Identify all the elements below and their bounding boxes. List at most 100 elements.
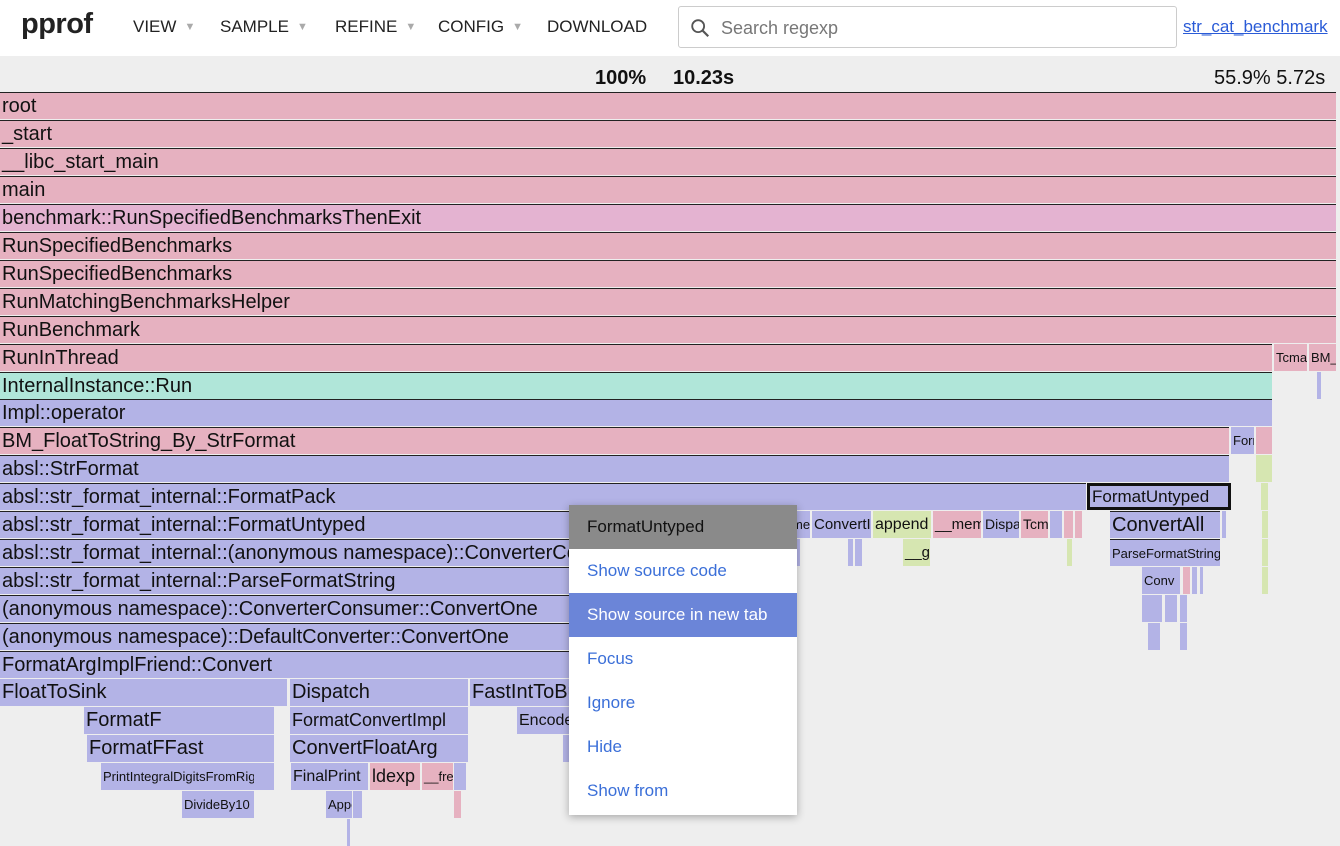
- menu-label: VIEW: [133, 17, 177, 36]
- flame-frame[interactable]: [254, 762, 274, 790]
- menu-label: SAMPLE: [220, 17, 289, 36]
- flame-frame[interactable]: [1256, 455, 1272, 483]
- context-menu-item[interactable]: Focus: [587, 649, 634, 668]
- flame-frame[interactable]: [1262, 567, 1268, 595]
- menu-sample[interactable]: SAMPLE ▼: [220, 17, 308, 37]
- flame-frame[interactable]: [1317, 371, 1321, 399]
- flame-frame[interactable]: absl::str_format_internal::FormatPack: [0, 483, 1086, 511]
- flame-frame[interactable]: [563, 734, 570, 762]
- flame-frame[interactable]: [1050, 511, 1062, 539]
- flame-frame[interactable]: FinalPrint: [291, 762, 368, 790]
- flame-frame[interactable]: RunSpecifiedBenchmarks: [0, 231, 1336, 259]
- frame-label: BM_: [1311, 349, 1336, 365]
- flame-frame[interactable]: Impl::operator: [0, 399, 1272, 427]
- flame-frame[interactable]: root: [0, 92, 1336, 119]
- flame-frame[interactable]: Dispatch: [983, 511, 1019, 539]
- flame-frame[interactable]: absl::str_format_internal::(anonymous na…: [0, 539, 575, 567]
- frame-label: Encode: [519, 711, 574, 729]
- flame-frame[interactable]: [1064, 511, 1073, 539]
- frame-label: absl::str_format_internal::(anonymous na…: [2, 542, 575, 565]
- flame-frame[interactable]: append: [873, 511, 931, 539]
- flame-frame[interactable]: __libc_start_main: [0, 147, 1336, 175]
- flame-frame[interactable]: absl::str_format_internal::ParseFormatSt…: [0, 567, 575, 595]
- flame-frame[interactable]: RunInThread: [0, 343, 1272, 371]
- flame-graph: root _start __libc_start_main main benchmark…: [0, 92, 1340, 846]
- flame-frame[interactable]: FormatArgImplFriend::Convert: [0, 651, 575, 678]
- flame-frame[interactable]: absl::StrFormat: [0, 455, 1229, 483]
- flame-frame[interactable]: DivideBy10: [182, 790, 254, 818]
- flame-frame[interactable]: [1262, 511, 1268, 539]
- flame-frame[interactable]: [1180, 595, 1187, 623]
- flame-frame[interactable]: __g: [903, 539, 930, 567]
- flame-frame[interactable]: (anonymous namespace)::DefaultConverter:…: [0, 623, 575, 651]
- flame-frame[interactable]: ConvertFloatArg: [290, 734, 468, 762]
- search-input[interactable]: [719, 15, 1163, 41]
- flame-frame[interactable]: [1183, 567, 1190, 595]
- flame-frame[interactable]: [855, 539, 862, 567]
- flame-frame[interactable]: [1256, 427, 1272, 455]
- menu-refine[interactable]: REFINE ▼: [335, 17, 416, 37]
- flame-frame[interactable]: [1142, 595, 1162, 623]
- flame-frame[interactable]: main: [0, 175, 1336, 203]
- flame-frame[interactable]: Tcmalloc: [1274, 343, 1307, 371]
- flame-frame[interactable]: [1262, 539, 1268, 567]
- context-menu-item[interactable]: Show source code: [587, 561, 727, 580]
- flame-frame[interactable]: [1067, 539, 1072, 567]
- flame-frame[interactable]: [347, 818, 350, 846]
- context-menu-item[interactable]: Show source in new tab: [569, 593, 797, 637]
- flame-frame[interactable]: [353, 790, 362, 818]
- flame-frame[interactable]: Encode: [517, 706, 575, 734]
- flame-frame[interactable]: [454, 790, 461, 818]
- flame-frame[interactable]: ConvertInt: [812, 511, 871, 539]
- flame-frame[interactable]: [1222, 511, 1226, 539]
- flame-frame[interactable]: __memcpy: [933, 511, 981, 539]
- frame-label: RunMatchingBenchmarksHelper: [2, 290, 290, 313]
- context-menu-item[interactable]: Hide: [587, 737, 622, 756]
- flame-frame[interactable]: BM_: [1309, 343, 1336, 371]
- flame-frame[interactable]: ConvertAll: [1110, 511, 1220, 539]
- flame-frame[interactable]: Tcmalloc: [1021, 511, 1048, 539]
- flame-frame[interactable]: ParseFormatString: [1110, 539, 1220, 567]
- flame-frame[interactable]: FormatConvertImpl: [290, 706, 468, 734]
- flame-frame[interactable]: [848, 539, 853, 567]
- menu-config[interactable]: CONFIG ▼: [438, 17, 523, 37]
- flame-frame[interactable]: FormatUntyped: [1087, 483, 1231, 511]
- context-menu-item[interactable]: Ignore: [587, 693, 636, 712]
- menu-view[interactable]: VIEW ▼: [133, 17, 195, 37]
- flame-frame[interactable]: RunMatchingBenchmarksHelper: [0, 287, 1336, 315]
- flame-frame[interactable]: __free: [422, 762, 453, 790]
- flame-frame[interactable]: FormatArg: [1231, 427, 1254, 455]
- flame-frame[interactable]: FastIntToBuffer: [470, 678, 575, 706]
- flame-frame[interactable]: FormatF: [84, 706, 274, 734]
- flame-frame[interactable]: Dispatch: [290, 678, 468, 706]
- frame-label: absl::StrFormat: [2, 458, 139, 481]
- flame-frame[interactable]: benchmark::RunSpecifiedBenchmarksThenExi…: [0, 203, 1336, 231]
- flame-frame[interactable]: [1180, 623, 1187, 651]
- frame-label: Tcmalloc: [1276, 349, 1307, 365]
- flame-frame[interactable]: PrintIntegralDigitsFromRightFast: [101, 762, 254, 790]
- flame-frame[interactable]: Append: [326, 790, 352, 818]
- flame-frame[interactable]: Conv: [1142, 567, 1180, 595]
- context-menu-item[interactable]: Show from: [587, 781, 669, 800]
- profile-link[interactable]: str_cat_benchmark: [1183, 17, 1328, 36]
- flame-frame[interactable]: [1075, 511, 1082, 539]
- flame-frame[interactable]: InternalInstance::Run: [0, 371, 1272, 399]
- flame-frame[interactable]: [1165, 595, 1177, 623]
- flame-frame[interactable]: BM_FloatToString_By_StrFormat: [0, 427, 1229, 455]
- frame-label: InternalInstance::Run: [2, 374, 193, 397]
- flame-frame[interactable]: [1192, 567, 1197, 595]
- flame-frame[interactable]: [454, 762, 466, 790]
- flame-frame[interactable]: [1261, 483, 1268, 511]
- flame-frame[interactable]: (anonymous namespace)::ConverterConsumer…: [0, 595, 575, 623]
- flame-frame[interactable]: [1148, 623, 1160, 651]
- flame-frame[interactable]: RunBenchmark: [0, 315, 1336, 343]
- flame-frame[interactable]: _start: [0, 119, 1336, 147]
- flame-frame[interactable]: FloatToSink: [0, 678, 287, 706]
- menu-download[interactable]: DOWNLOAD: [547, 17, 647, 37]
- frame-label: ParseFormatString: [1112, 546, 1220, 562]
- flame-frame[interactable]: RunSpecifiedBenchmarks: [0, 259, 1336, 287]
- flame-frame[interactable]: FormatFFast: [87, 734, 274, 762]
- search-box[interactable]: [678, 6, 1177, 48]
- flame-frame[interactable]: [1200, 567, 1203, 595]
- flame-frame[interactable]: ldexp: [370, 762, 420, 790]
